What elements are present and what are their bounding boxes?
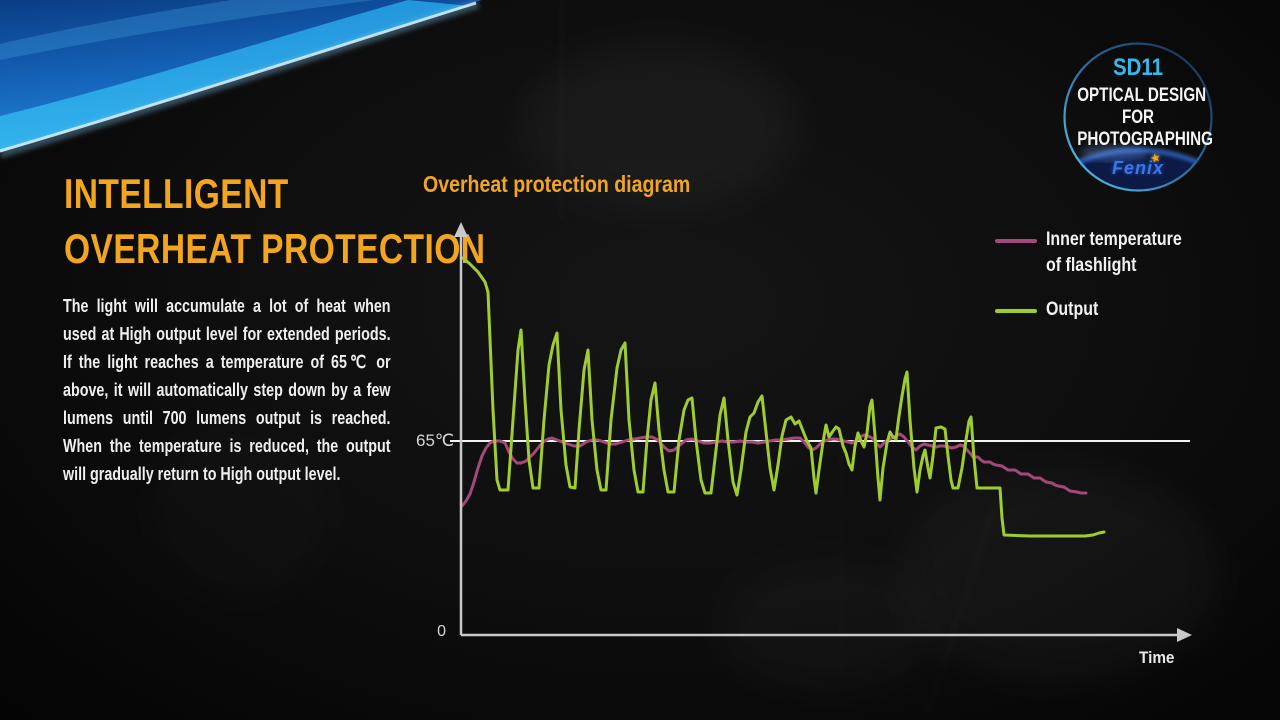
legend-swatch-output	[995, 309, 1037, 313]
badge-tagline-line3: PHOTOGRAPHING	[1077, 129, 1213, 150]
fenix-logo: Fenix	[1111, 158, 1164, 178]
inner-temperature-series	[460, 432, 1088, 508]
page-title-line2: OVERHEAT PROTECTION	[64, 225, 486, 272]
page-title: INTELLIGENT OVERHEAT PROTECTION	[64, 166, 485, 276]
background-texture	[520, 40, 800, 210]
badge-tagline-line1: OPTICAL DESIGN	[1077, 85, 1207, 106]
legend-label-output: Output	[1046, 299, 1099, 320]
badge-tagline-line2: FOR	[1121, 107, 1155, 128]
y-tick-65c: 65℃	[415, 431, 454, 450]
x-axis-label: Time	[1139, 648, 1175, 667]
badge-circle-graphic	[1063, 42, 1213, 192]
blue-swoosh-graphic	[0, 0, 482, 159]
badge-model-name: SD11	[1113, 54, 1163, 81]
chart-title: Overheat protection diagram	[423, 171, 691, 197]
y-tick-0: 0	[437, 623, 446, 640]
sd11-badge: SD11 OPTICAL DESIGN FOR PHOTOGRAPHING Fe…	[1062, 41, 1214, 193]
page-title-line1: INTELLIGENT	[64, 170, 289, 217]
y-axis-arrowhead	[454, 222, 468, 237]
output-series	[461, 256, 1106, 538]
legend-swatch-inner-temperature	[995, 239, 1037, 243]
legend-label-inner-temperature: Inner temperature of flashlight	[1046, 229, 1182, 276]
x-axis-arrowhead	[1177, 628, 1192, 642]
body-paragraph: The light will accumulate a lot of heat …	[63, 296, 391, 484]
